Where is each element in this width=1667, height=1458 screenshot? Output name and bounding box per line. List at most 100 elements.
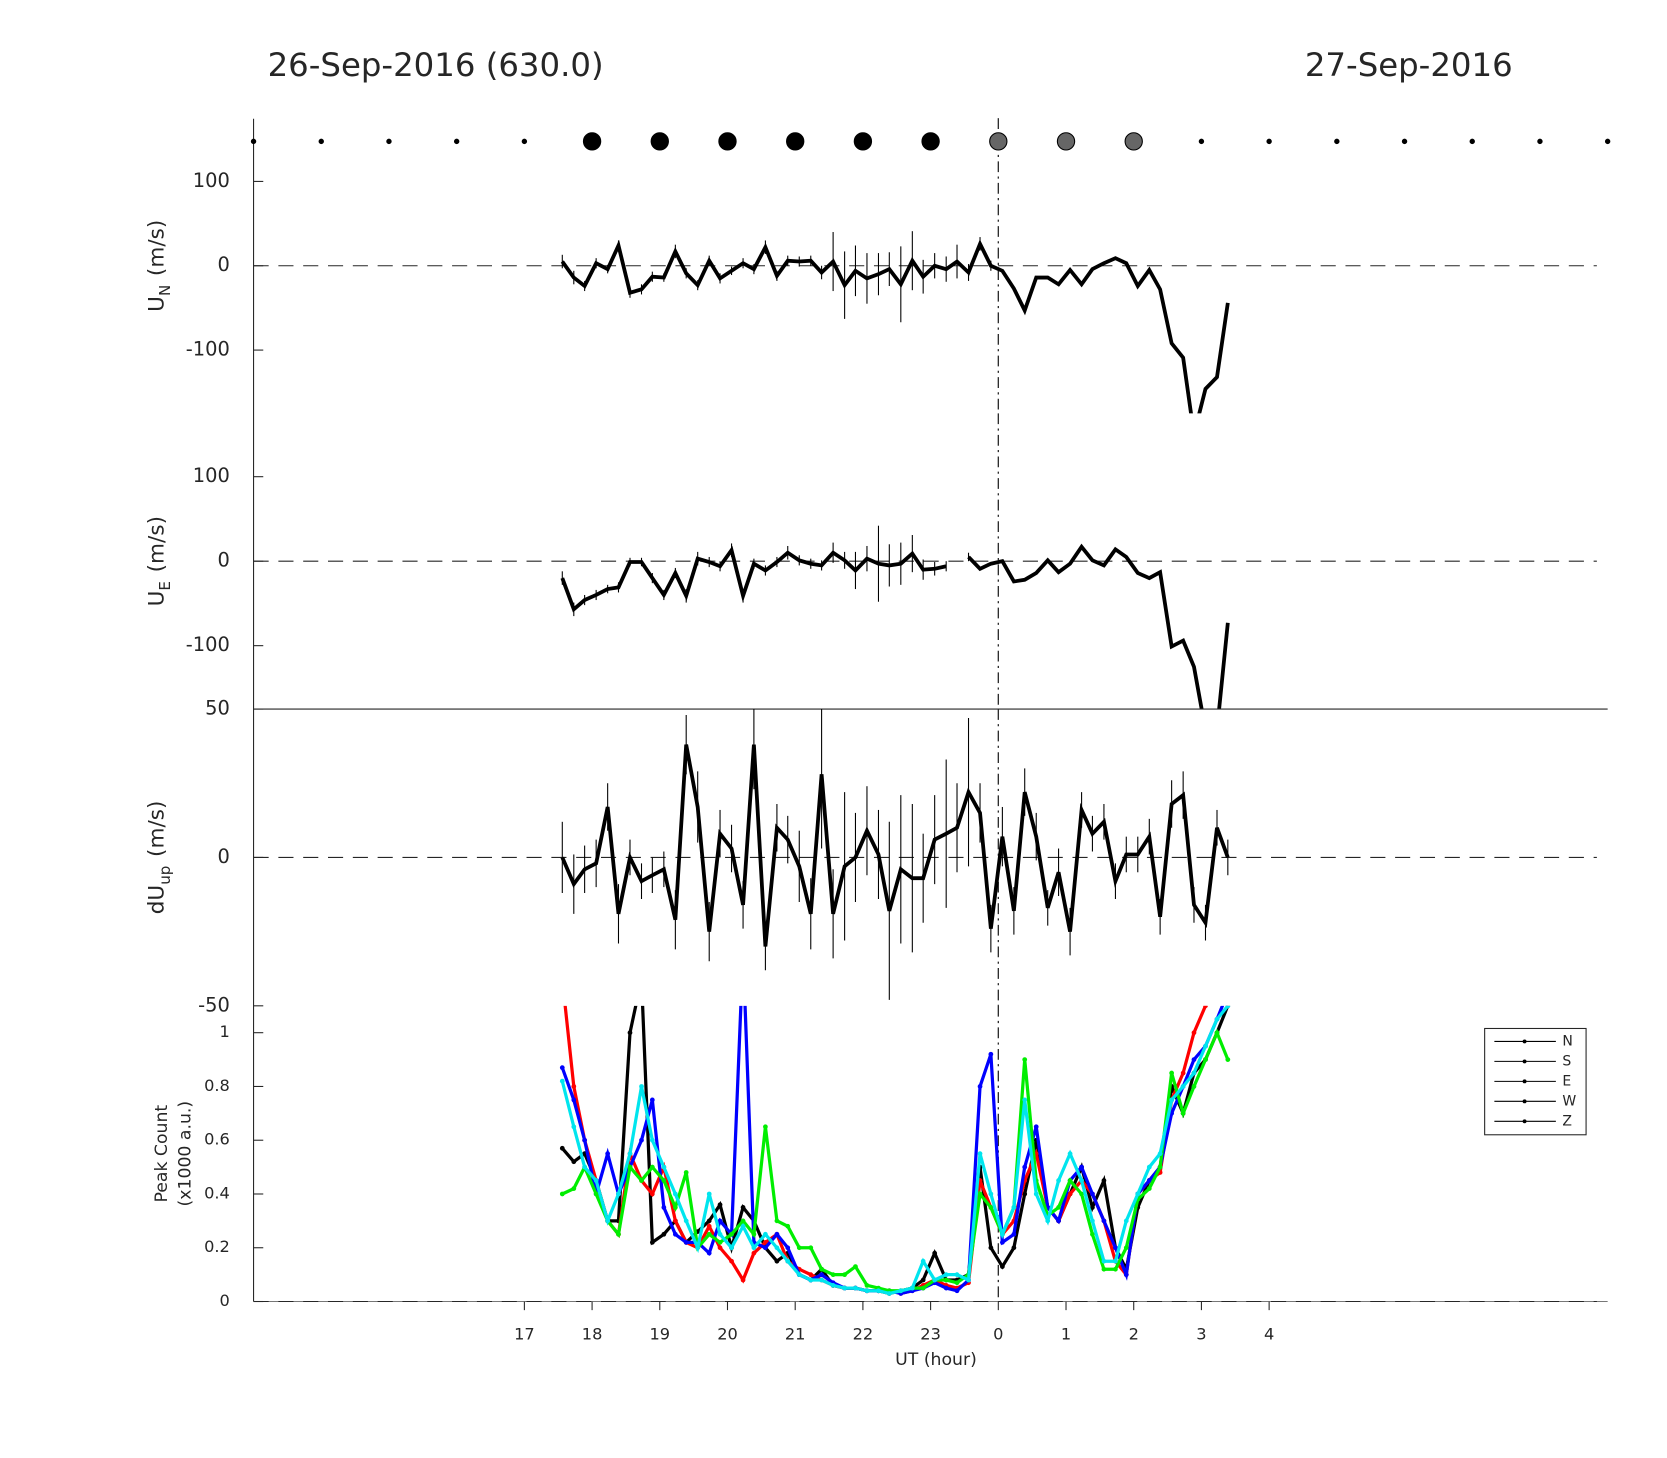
- data-point: [1225, 1057, 1231, 1062]
- data-point: [560, 977, 565, 982]
- data-line: [560, 239, 1230, 414]
- data-point: [741, 950, 746, 955]
- data-point: [717, 1218, 723, 1224]
- y-tick-label: 0: [217, 549, 229, 572]
- data-point: [1123, 1272, 1129, 1278]
- data-point: [627, 1164, 633, 1170]
- y-tick-label: 0: [217, 253, 229, 276]
- data-point: [1011, 1205, 1017, 1210]
- x-tick-label: 22: [853, 1324, 874, 1343]
- series: [560, 231, 1230, 414]
- legend-label: N: [1562, 1033, 1572, 1049]
- series: [559, 1005, 1231, 1296]
- data-point: [593, 1191, 599, 1197]
- y-tick-label: -100: [186, 338, 230, 361]
- y-label-main: dU: [145, 885, 170, 915]
- data-point: [683, 1218, 689, 1224]
- data-point: [1169, 1097, 1175, 1103]
- date-title-left: 26-Sep-2016 (630.0): [268, 46, 604, 84]
- data-point: [1101, 1178, 1107, 1183]
- data-point: [672, 1191, 678, 1197]
- y-tick-label: 0: [217, 845, 229, 868]
- data-point: [932, 1277, 938, 1283]
- data-point: [582, 1137, 588, 1143]
- data-point: [740, 1205, 746, 1210]
- data-point: [1113, 1266, 1118, 1272]
- data-point: [672, 1218, 678, 1224]
- data-point: [571, 1097, 577, 1103]
- legend-dot: [1522, 1079, 1527, 1084]
- data-point: [886, 1291, 892, 1296]
- x-tick-label: 19: [649, 1324, 670, 1343]
- data-point: [616, 1231, 621, 1237]
- data-point: [1135, 1191, 1141, 1197]
- data-point: [774, 1245, 780, 1251]
- data-point: [649, 1191, 655, 1197]
- data-point: [706, 1223, 712, 1229]
- data-point: [1113, 1258, 1118, 1264]
- data-point: [920, 1285, 926, 1291]
- legend-dot: [1522, 1119, 1527, 1124]
- data-point: [808, 1272, 814, 1278]
- data-point: [785, 1258, 791, 1264]
- data-point: [763, 1240, 768, 1245]
- data-point: [571, 1124, 577, 1130]
- data-point: [966, 1277, 971, 1283]
- data-point: [920, 1277, 926, 1283]
- x-tick-label: 0: [993, 1324, 1003, 1343]
- x-tick-label: 21: [785, 1324, 806, 1343]
- y-label-sub: up: [156, 866, 174, 885]
- data-point: [763, 1231, 768, 1237]
- data-point: [988, 1191, 994, 1197]
- x-tick-label: 2: [1129, 1324, 1139, 1343]
- data-point: [1079, 1178, 1084, 1183]
- data-point: [1146, 1178, 1152, 1183]
- y-axis-label: dUup (m/s): [145, 801, 174, 915]
- data-point: [695, 1245, 701, 1251]
- data-point: [1090, 1205, 1095, 1210]
- data-point: [864, 1288, 870, 1294]
- legend-label: E: [1562, 1073, 1571, 1089]
- data-point: [1090, 1231, 1095, 1237]
- data-point: [988, 1205, 994, 1210]
- data-point: [830, 1272, 836, 1278]
- y-label-unit: (m/s): [145, 516, 170, 572]
- data-point: [1113, 1245, 1118, 1251]
- sky-marker: [1469, 138, 1475, 145]
- data-point: [763, 1245, 768, 1251]
- data-point: [853, 1285, 858, 1291]
- data-point: [977, 1151, 983, 1157]
- data-point: [1056, 1205, 1061, 1210]
- data-point: [1056, 1218, 1061, 1224]
- data-point: [774, 1218, 780, 1224]
- y-label-main: U: [145, 591, 170, 607]
- sky-marker: [1198, 138, 1205, 145]
- data-point: [1215, 977, 1220, 982]
- data-point: [559, 1191, 565, 1197]
- data-point: [706, 1231, 712, 1237]
- data-point: [1090, 1218, 1095, 1224]
- data-line: [560, 545, 947, 613]
- y-tick-label: 0.4: [204, 1183, 230, 1202]
- data-point: [943, 1272, 949, 1278]
- series: [560, 709, 1230, 1000]
- sky-marker: [650, 132, 669, 151]
- data-point: [1191, 1070, 1197, 1076]
- data-point: [1157, 1151, 1163, 1157]
- data-point: [853, 1264, 858, 1269]
- y-axis-label: UE (m/s): [145, 516, 174, 606]
- sky-marker: [318, 138, 324, 145]
- data-point: [1067, 1191, 1073, 1197]
- data-point: [1180, 1070, 1186, 1076]
- data-point: [1225, 990, 1230, 995]
- x-tick-label: 20: [717, 1324, 738, 1343]
- data-point: [1011, 1231, 1017, 1237]
- x-axis-label: UT (hour): [895, 1350, 977, 1370]
- data-point: [988, 1051, 994, 1057]
- data-point: [819, 1266, 824, 1272]
- data-point: [661, 1205, 667, 1210]
- sky-marker: [853, 132, 873, 151]
- legend-label: Z: [1562, 1113, 1572, 1129]
- data-point: [605, 1218, 611, 1224]
- data-point: [785, 1223, 791, 1229]
